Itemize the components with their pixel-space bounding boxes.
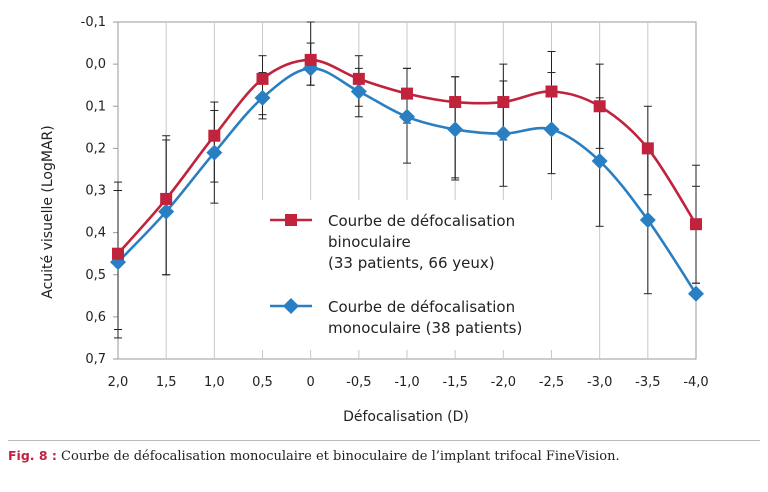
diamond-marker	[543, 121, 560, 138]
y-tick-label: 0,0	[85, 57, 106, 72]
y-tick-label: 0,2	[85, 141, 106, 156]
legend-label: Courbe de défocalisation	[328, 212, 515, 230]
square-marker	[690, 218, 702, 231]
square-marker	[497, 96, 510, 109]
diamond-marker	[447, 121, 464, 138]
figure-label: Fig. 8 :	[8, 448, 57, 463]
caption-separator	[8, 440, 760, 441]
figure-caption: Fig. 8 : Courbe de défocalisation monocu…	[8, 448, 760, 464]
y-tick-label: 0,6	[85, 310, 106, 325]
diamond-marker	[591, 153, 608, 170]
diamond-marker	[254, 89, 271, 106]
diamond-marker	[639, 211, 656, 228]
x-tick-label: 0	[307, 375, 315, 390]
square-marker	[256, 72, 269, 85]
square-marker	[641, 142, 654, 155]
x-tick-label: -1,0	[394, 375, 419, 390]
y-tick-label: 0,1	[85, 99, 106, 114]
y-tick-label: 0,3	[85, 184, 106, 199]
square-marker	[545, 85, 558, 98]
x-tick-label: -3,0	[587, 375, 612, 390]
y-tick-label: 0,5	[85, 268, 106, 283]
legend-label: monoculaire (38 patients)	[328, 319, 522, 337]
y-tick-label: 0,7	[85, 352, 106, 367]
square-marker	[304, 53, 317, 66]
y-axis-label: Acuité visuelle (LogMAR)	[40, 125, 56, 298]
x-tick-label: -2,0	[491, 375, 516, 390]
diamond-marker	[350, 83, 367, 100]
x-tick-label: -0,5	[346, 375, 371, 390]
legend: Courbe de défocalisation binoculaire (33 p…	[270, 212, 522, 337]
square-marker	[449, 96, 462, 109]
square-marker	[593, 100, 606, 113]
square-marker	[285, 214, 297, 226]
x-axis-label: Défocalisation (D)	[343, 409, 469, 425]
x-tick-label: -2,5	[539, 375, 564, 390]
x-tick-label: -3,5	[635, 375, 660, 390]
defocus-chart: -0,1 0,0 0,1 0,2 0,3 0,4 0,5 0,6 0,7 2,0 1,5 1,0 0,…	[40, 15, 709, 425]
square-marker	[208, 129, 221, 142]
legend-label: Courbe de défocalisation	[328, 298, 515, 316]
x-tick-label: 2,0	[108, 375, 129, 390]
square-marker	[160, 192, 173, 205]
x-tick-label: -4,0	[683, 375, 708, 390]
series-markers	[110, 53, 704, 302]
y-axis-ticks: -0,1 0,0 0,1 0,2 0,3 0,4 0,5 0,6 0,7	[81, 15, 118, 367]
x-tick-label: -1,5	[442, 375, 467, 390]
square-marker	[401, 87, 413, 100]
x-tick-label: 1,0	[204, 375, 225, 390]
diamond-marker	[495, 125, 512, 142]
x-axis-ticks: 2,0 1,5 1,0 0,5 0 -0,5 -1,0 -1,5 -2,0 -2,5 -3,0 -3,…	[108, 375, 709, 390]
caption-text: Courbe de défocalisation monoculaire et …	[56, 449, 620, 464]
diamond-marker	[158, 203, 175, 220]
legend-label: binoculaire	[328, 233, 411, 251]
legend-background	[262, 200, 582, 350]
x-tick-label: 0,5	[252, 375, 273, 390]
square-marker	[112, 247, 124, 260]
diamond-marker	[110, 254, 126, 271]
diamond-marker	[688, 285, 704, 302]
diamond-marker	[399, 108, 415, 125]
square-marker	[352, 72, 365, 85]
y-tick-label: -0,1	[81, 15, 106, 30]
diamond-marker	[283, 298, 299, 314]
diamond-marker	[206, 144, 223, 161]
x-tick-label: 1,5	[156, 375, 177, 390]
legend-label: (33 patients, 66 yeux)	[328, 254, 495, 272]
y-tick-label: 0,4	[85, 226, 106, 241]
